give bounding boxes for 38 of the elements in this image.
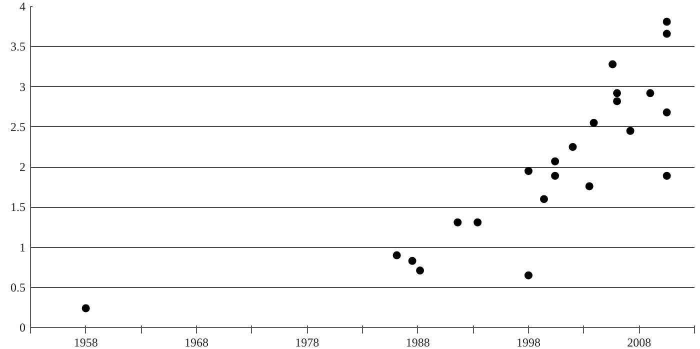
x-tick-label: 1998 <box>516 336 540 349</box>
point <box>524 167 532 176</box>
point <box>82 304 90 312</box>
point <box>585 182 594 190</box>
y-tick-label: 0.5 <box>10 280 26 294</box>
point <box>646 89 654 98</box>
y-tick-label: 3.5 <box>10 40 26 54</box>
point <box>662 108 671 116</box>
y-tick-label: 2 <box>20 160 26 174</box>
x-tick-label: 2008 <box>627 336 652 349</box>
point <box>613 89 622 98</box>
y-tick-label: 3 <box>20 80 26 94</box>
point <box>662 172 671 180</box>
y-tick-label: 1.5 <box>10 200 26 214</box>
point <box>454 218 462 226</box>
point <box>551 157 560 166</box>
point <box>662 30 671 38</box>
x-tick-label: 1988 <box>406 336 430 349</box>
y-tick-label: 1 <box>20 240 26 254</box>
point <box>590 118 598 127</box>
point <box>568 142 577 151</box>
point <box>474 218 482 226</box>
point <box>416 266 424 275</box>
point <box>392 251 401 260</box>
y-tick-label: 4 <box>20 0 26 14</box>
x-tick-label: 1978 <box>295 336 320 349</box>
y-tick-label: 2.5 <box>10 120 26 134</box>
point <box>524 271 532 280</box>
point <box>626 126 634 135</box>
x-tick-label: 1958 <box>74 336 98 349</box>
point <box>408 256 416 265</box>
point <box>540 195 548 204</box>
point <box>613 97 622 106</box>
point <box>608 60 617 68</box>
point <box>662 18 671 26</box>
x-tick-label: 1968 <box>184 336 208 349</box>
y-tick-label: 0 <box>20 320 26 334</box>
point <box>551 172 560 180</box>
